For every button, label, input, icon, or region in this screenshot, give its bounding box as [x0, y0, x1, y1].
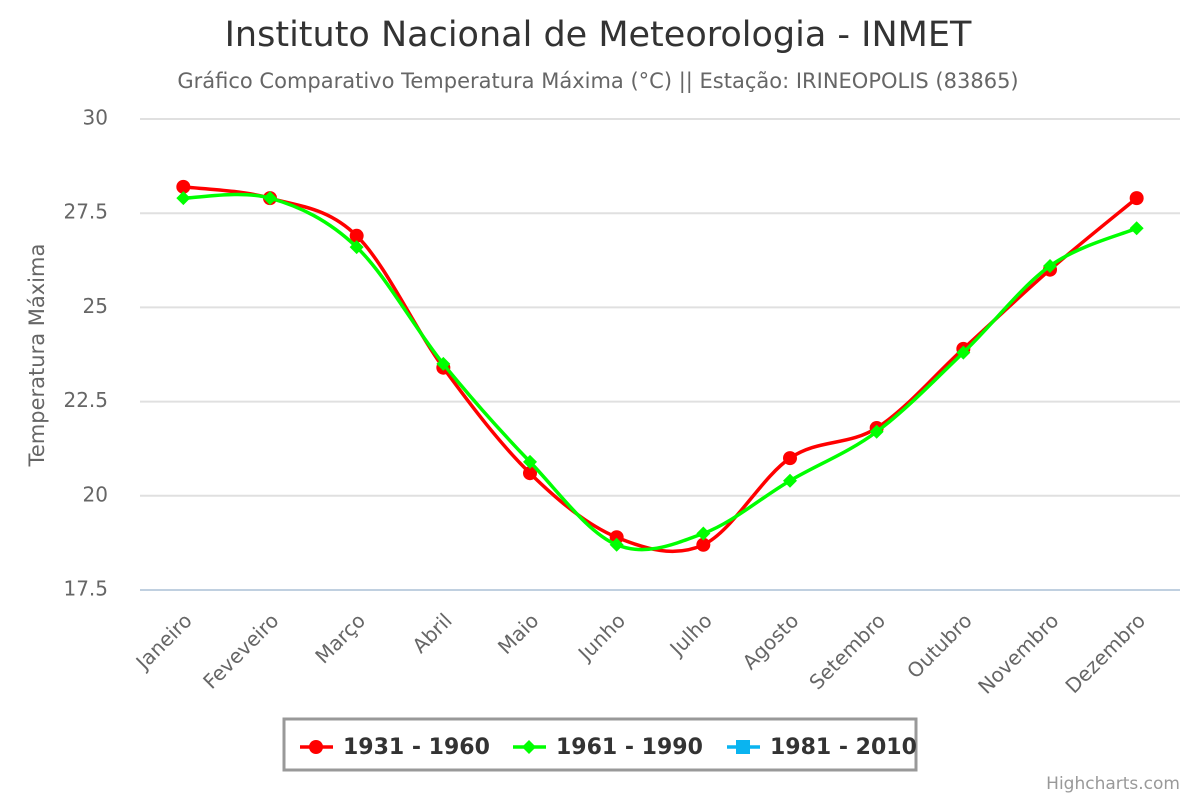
- x-tick-label: Dezembro: [1060, 608, 1150, 698]
- point: [349, 228, 364, 243]
- point: [349, 240, 364, 255]
- legend-marker: [522, 740, 536, 754]
- legend-label[interactable]: 1981 - 2010: [770, 735, 917, 760]
- point: [609, 537, 624, 552]
- point: [1043, 258, 1057, 273]
- chart-title: Instituto Nacional de Meteorologia - INM…: [225, 15, 972, 55]
- x-tick-label: Setembro: [804, 608, 890, 694]
- point: [1129, 191, 1144, 206]
- x-tick-label: Maio: [493, 608, 543, 658]
- point: [523, 466, 537, 481]
- x-tick-label: Janeiro: [130, 608, 197, 675]
- y-tick-label: 25: [83, 294, 108, 318]
- legend-label[interactable]: 1961 - 1990: [556, 735, 703, 760]
- point: [783, 473, 797, 488]
- point: [176, 191, 191, 206]
- point: [783, 451, 797, 466]
- x-tick-label: Julho: [664, 608, 717, 661]
- y-tick-label: 27.5: [63, 200, 108, 224]
- point: [609, 530, 624, 545]
- chart-subtitle: Gráfico Comparativo Temperatura Máxima (…: [177, 69, 1018, 94]
- point: [696, 526, 711, 541]
- x-tick-label: Outubro: [902, 608, 977, 683]
- x-tick-label: Abril: [407, 608, 456, 657]
- x-tick-label: Março: [310, 608, 370, 668]
- y-tick-label: 17.5: [63, 577, 108, 601]
- x-tick-label: Junho: [572, 608, 630, 666]
- y-tick-label: 20: [83, 482, 108, 506]
- y-axis-label: Temperatura Máxima: [25, 244, 49, 468]
- point: [523, 454, 537, 469]
- point: [1129, 221, 1144, 236]
- y-tick-label: 22.5: [63, 388, 108, 412]
- point: [956, 345, 971, 360]
- legend-box: [282, 717, 918, 772]
- x-tick-label: Feveveiro: [198, 608, 283, 693]
- credits[interactable]: Highcharts.com: [1046, 774, 1180, 794]
- point: [263, 191, 277, 206]
- point: [436, 356, 451, 371]
- legend-marker: [736, 740, 750, 754]
- point: [176, 179, 191, 194]
- point: [696, 537, 711, 552]
- y-tick-label: 30: [83, 106, 108, 130]
- x-tick-label: Novembro: [973, 608, 1063, 698]
- x-tick-label: Agosto: [738, 608, 804, 674]
- point: [869, 424, 884, 439]
- legend-label[interactable]: 1931 - 1960: [343, 735, 490, 760]
- legend-marker: [309, 740, 323, 754]
